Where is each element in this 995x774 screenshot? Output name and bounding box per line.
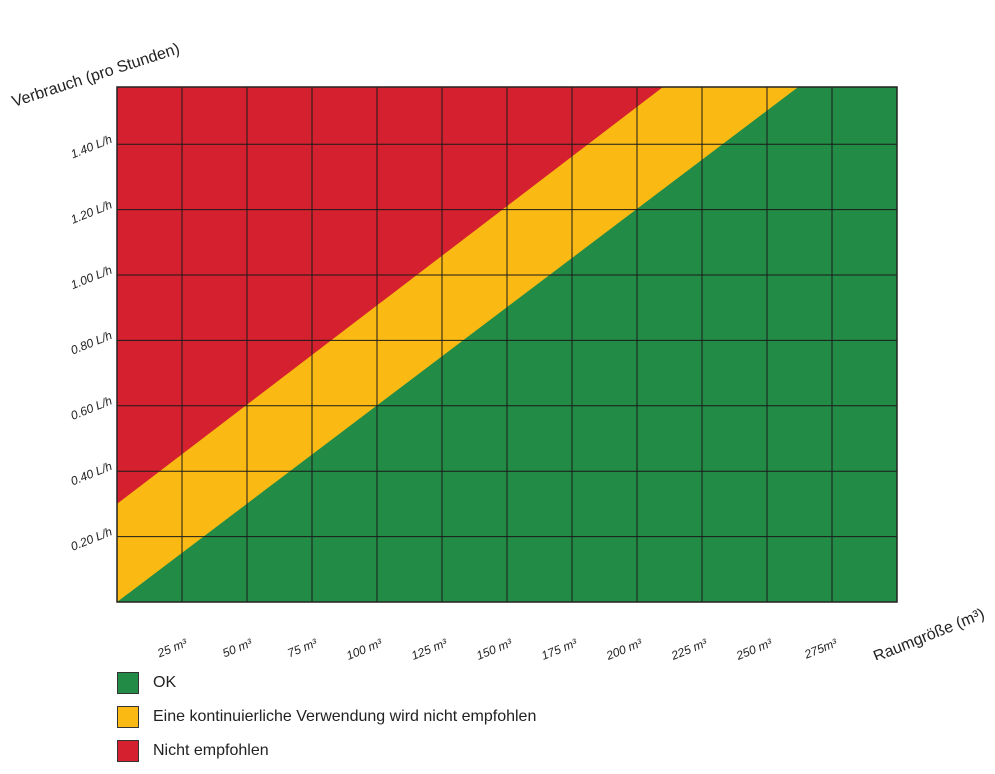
- legend: OK Eine kontinuierliche Verwendung wird …: [117, 672, 536, 774]
- x-axis-label: Raumgröße (m³): [871, 606, 987, 660]
- x-tick-label-1: 50 m³: [220, 635, 255, 660]
- legend-item-ok: OK: [117, 672, 536, 694]
- area-not-recommended: [117, 87, 663, 504]
- legend-swatch-caution: [117, 706, 139, 728]
- legend-label-ok: OK: [153, 674, 177, 691]
- y-tick-label-3: 0.80 L/h: [69, 328, 115, 357]
- y-tick-label-6: 1.40 L/h: [69, 132, 115, 161]
- y-tick-label-5: 1.20 L/h: [69, 197, 115, 226]
- x-tick-label-10: 275m³: [801, 635, 840, 660]
- legend-item-not-recommended: Nicht empfohlen: [117, 740, 536, 762]
- y-tick-label-2: 0.60 L/h: [69, 393, 115, 422]
- chart-grid: [117, 87, 897, 602]
- x-tick-label-4: 125 m³: [409, 635, 450, 660]
- plot-frame: [116, 86, 898, 603]
- x-tick-label-5: 150 m³: [474, 635, 515, 660]
- y-tick-label-0: 0.20 L/h: [69, 524, 115, 553]
- legend-item-caution: Eine kontinuierliche Verwendung wird nic…: [117, 706, 536, 728]
- x-tick-label-0: 25 m³: [154, 635, 190, 660]
- y-tick-labels: 0.20 L/h 0.40 L/h 0.60 L/h 0.80 L/h 1.00 L/h…: [69, 132, 115, 554]
- x-tick-label-2: 75 m³: [285, 635, 320, 660]
- x-tick-label-8: 225 m³: [668, 635, 710, 660]
- y-tick-label-1: 0.40 L/h: [69, 459, 115, 488]
- legend-label-not-recommended: Nicht empfohlen: [153, 742, 269, 759]
- x-tick-label-7: 200 m³: [603, 635, 645, 660]
- x-tick-label-3: 100 m³: [344, 635, 385, 660]
- y-tick-label-4: 1.00 L/h: [69, 263, 115, 292]
- x-tick-label-9: 250 m³: [733, 635, 775, 660]
- x-tick-label-6: 175 m³: [539, 635, 580, 660]
- legend-label-caution: Eine kontinuierliche Verwendung wird nic…: [153, 708, 537, 725]
- legend-swatch-ok: [117, 672, 139, 694]
- x-tick-labels: 25 m³ 50 m³ 75 m³ 100 m³ 125 m³ 150 m³ 175 m³ 2…: [154, 635, 840, 660]
- zone-chart: 0.20 L/h 0.40 L/h 0.60 L/h 0.80 L/h 1.00 L/h…: [10, 40, 987, 660]
- legend-swatch-not-recommended: [117, 740, 139, 762]
